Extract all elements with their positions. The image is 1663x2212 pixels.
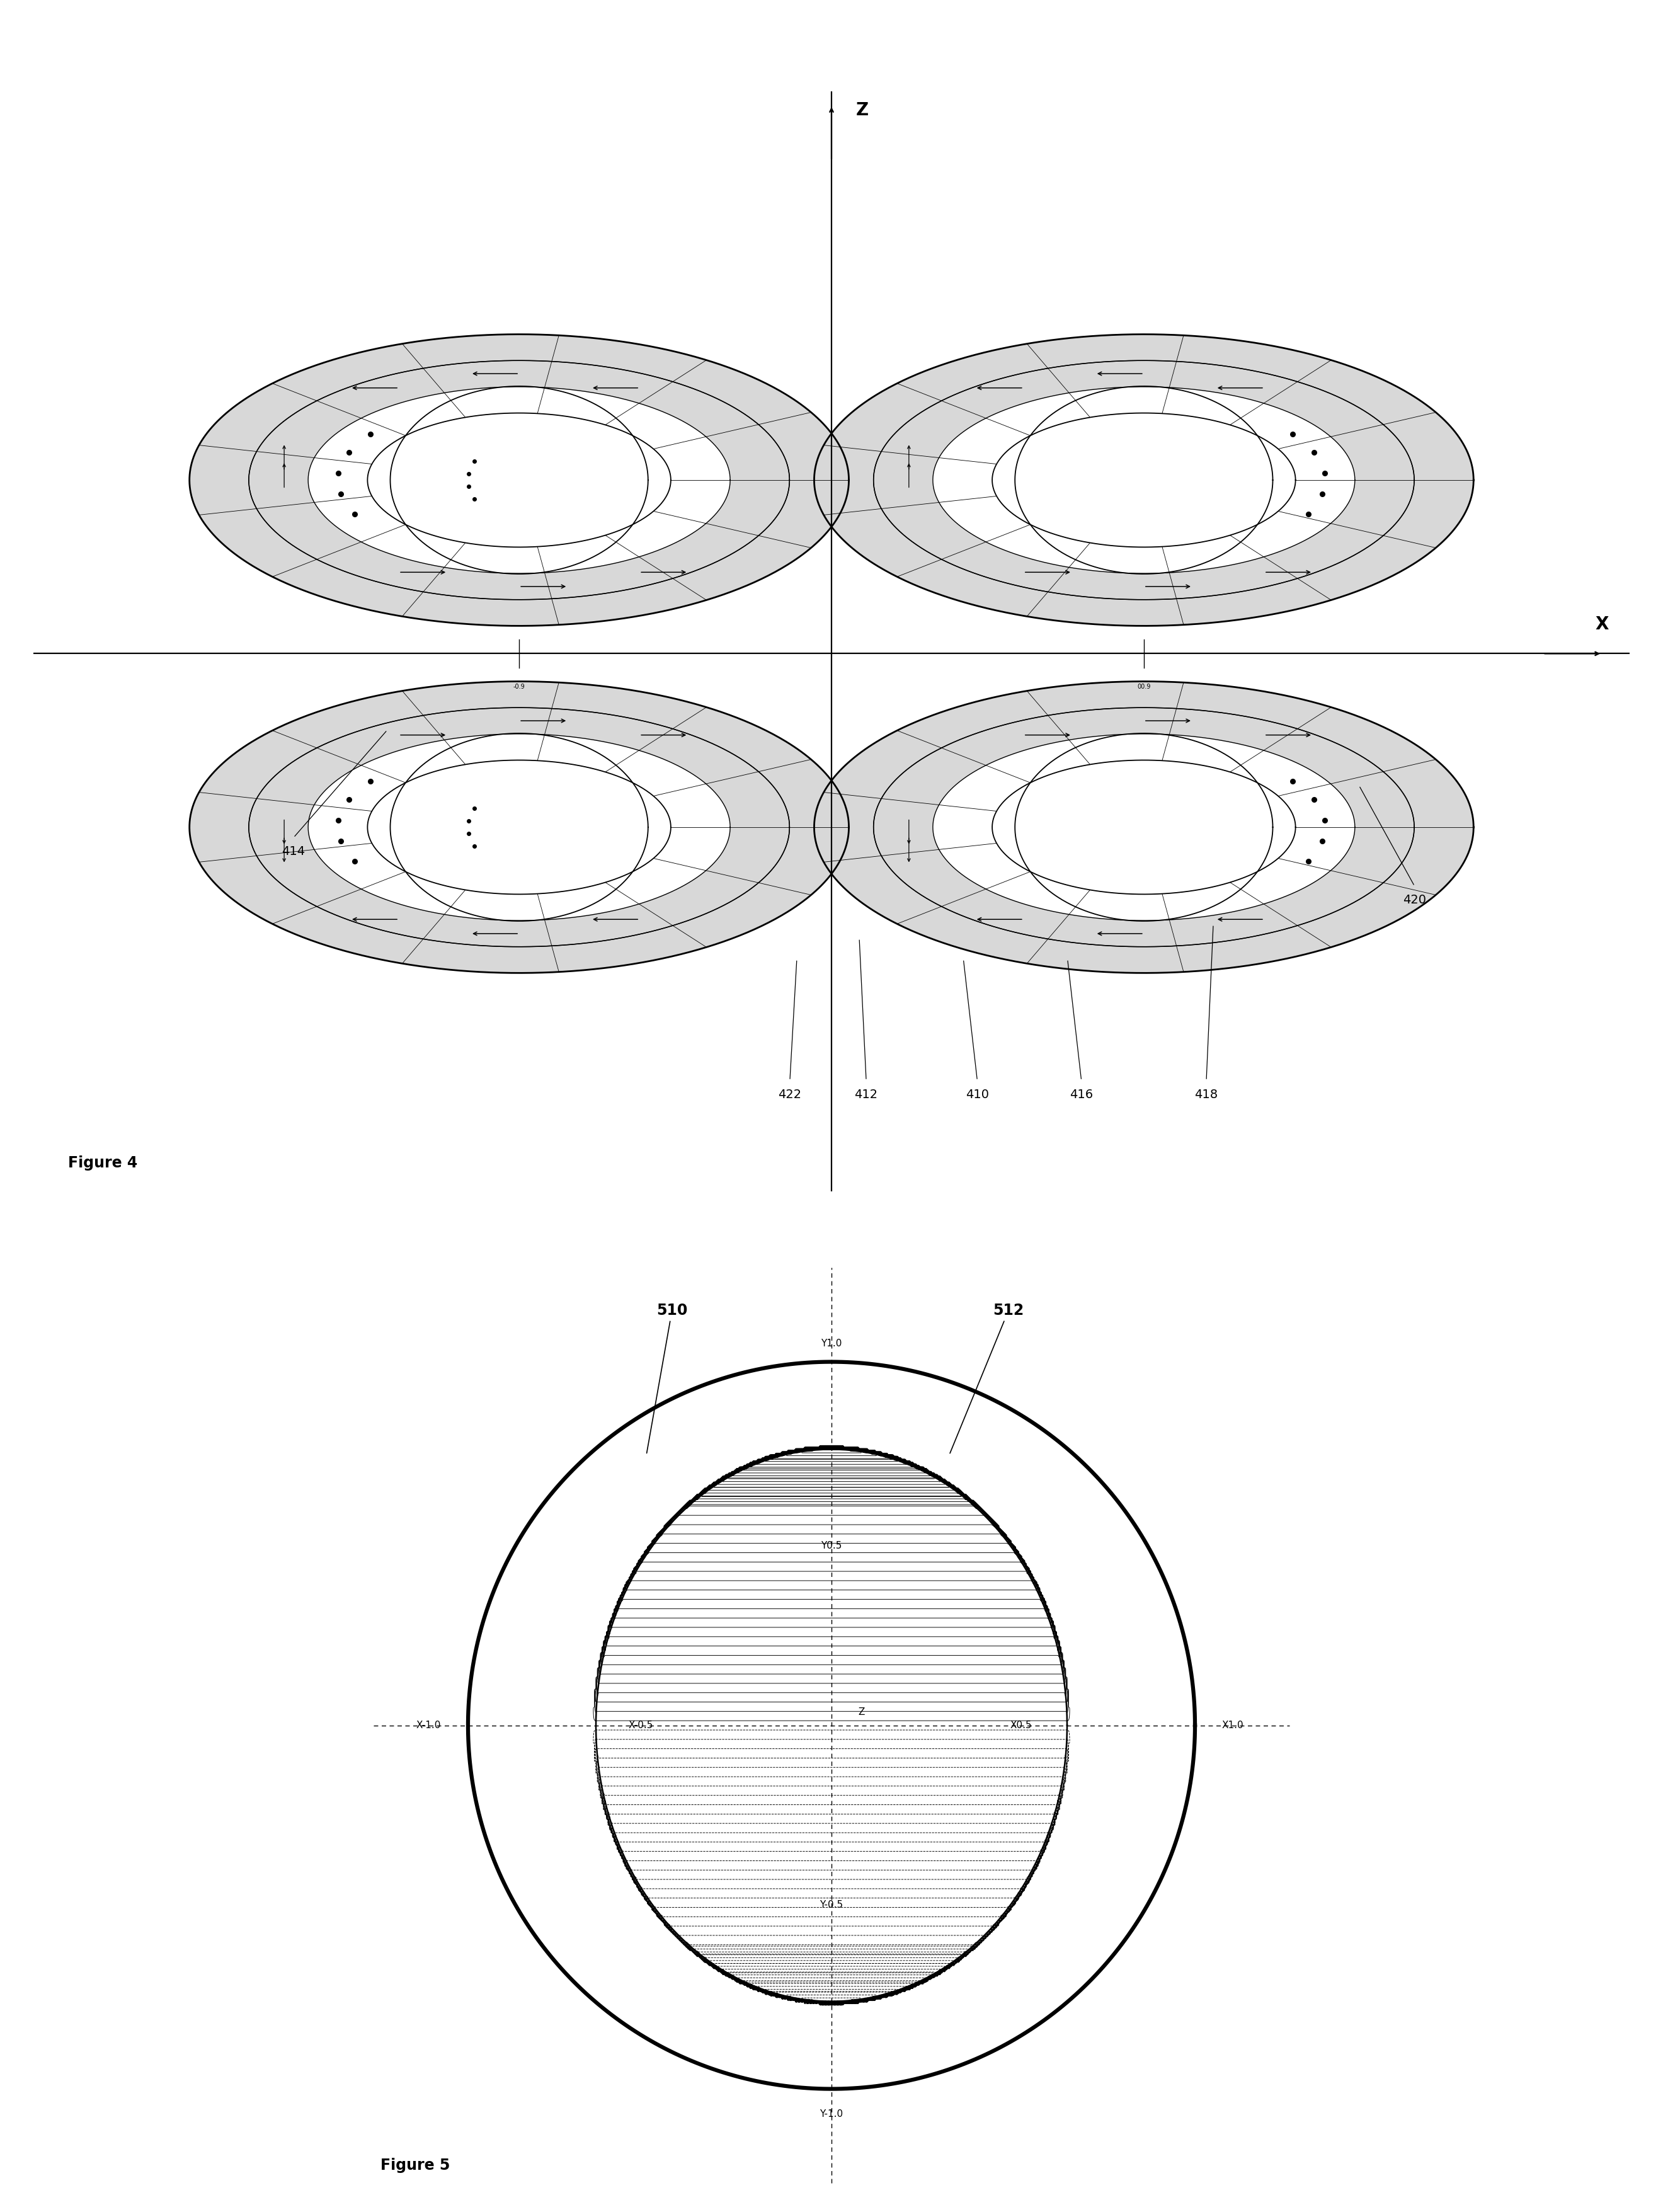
Text: 512: 512 xyxy=(950,1303,1024,1453)
Polygon shape xyxy=(190,334,848,626)
Text: Figure 4: Figure 4 xyxy=(68,1155,138,1170)
Text: 510: 510 xyxy=(647,1303,687,1453)
Polygon shape xyxy=(368,761,670,894)
Text: 414: 414 xyxy=(281,845,306,858)
Polygon shape xyxy=(368,414,670,546)
Polygon shape xyxy=(190,681,848,973)
Text: 00.9: 00.9 xyxy=(1137,684,1151,690)
Text: X-0.5: X-0.5 xyxy=(629,1721,654,1730)
Text: -0.9: -0.9 xyxy=(514,684,526,690)
Text: 418: 418 xyxy=(1194,1088,1217,1099)
Text: X: X xyxy=(1595,615,1608,633)
Polygon shape xyxy=(815,681,1473,973)
Text: Z: Z xyxy=(858,1708,865,1717)
Text: 412: 412 xyxy=(855,1088,878,1099)
Text: Y-0.5: Y-0.5 xyxy=(820,1900,843,1909)
Text: Y0.5: Y0.5 xyxy=(822,1542,841,1551)
Text: Y-1.0: Y-1.0 xyxy=(820,2108,843,2119)
Text: Figure 5: Figure 5 xyxy=(381,2157,451,2172)
Polygon shape xyxy=(815,334,1473,626)
Text: Z: Z xyxy=(856,102,868,119)
Text: X-1.0: X-1.0 xyxy=(416,1721,441,1730)
Polygon shape xyxy=(993,761,1295,894)
Polygon shape xyxy=(993,414,1295,546)
Text: 410: 410 xyxy=(966,1088,989,1099)
Text: X1.0: X1.0 xyxy=(1222,1721,1244,1730)
Text: 420: 420 xyxy=(1404,894,1427,907)
Text: 422: 422 xyxy=(778,1088,802,1099)
Text: X0.5: X0.5 xyxy=(1009,1721,1031,1730)
Text: 416: 416 xyxy=(1069,1088,1093,1099)
Text: Y1.0: Y1.0 xyxy=(822,1338,841,1349)
